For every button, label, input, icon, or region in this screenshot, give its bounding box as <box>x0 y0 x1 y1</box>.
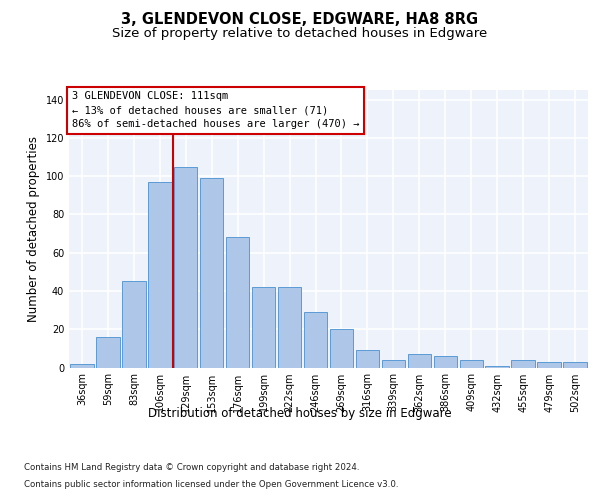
Bar <box>174 166 197 368</box>
Bar <box>70 364 94 368</box>
Y-axis label: Number of detached properties: Number of detached properties <box>27 136 40 322</box>
Bar <box>434 356 457 368</box>
Bar <box>304 312 327 368</box>
Bar <box>382 360 405 368</box>
Text: 3, GLENDEVON CLOSE, EDGWARE, HA8 8RG: 3, GLENDEVON CLOSE, EDGWARE, HA8 8RG <box>121 12 479 28</box>
Bar <box>200 178 223 368</box>
Bar <box>122 282 146 368</box>
Bar <box>538 362 561 368</box>
Bar <box>356 350 379 368</box>
Text: Contains public sector information licensed under the Open Government Licence v3: Contains public sector information licen… <box>24 480 398 489</box>
Bar <box>278 287 301 368</box>
Bar <box>485 366 509 368</box>
Bar <box>96 337 119 368</box>
Bar <box>148 182 172 368</box>
Text: Size of property relative to detached houses in Edgware: Size of property relative to detached ho… <box>112 28 488 40</box>
Bar <box>407 354 431 368</box>
Bar <box>460 360 483 368</box>
Bar <box>252 287 275 368</box>
Text: Distribution of detached houses by size in Edgware: Distribution of detached houses by size … <box>148 408 452 420</box>
Bar <box>563 362 587 368</box>
Bar <box>511 360 535 368</box>
Bar <box>226 238 250 368</box>
Text: 3 GLENDEVON CLOSE: 111sqm
← 13% of detached houses are smaller (71)
86% of semi-: 3 GLENDEVON CLOSE: 111sqm ← 13% of detac… <box>71 92 359 130</box>
Bar <box>330 329 353 368</box>
Text: Contains HM Land Registry data © Crown copyright and database right 2024.: Contains HM Land Registry data © Crown c… <box>24 464 359 472</box>
